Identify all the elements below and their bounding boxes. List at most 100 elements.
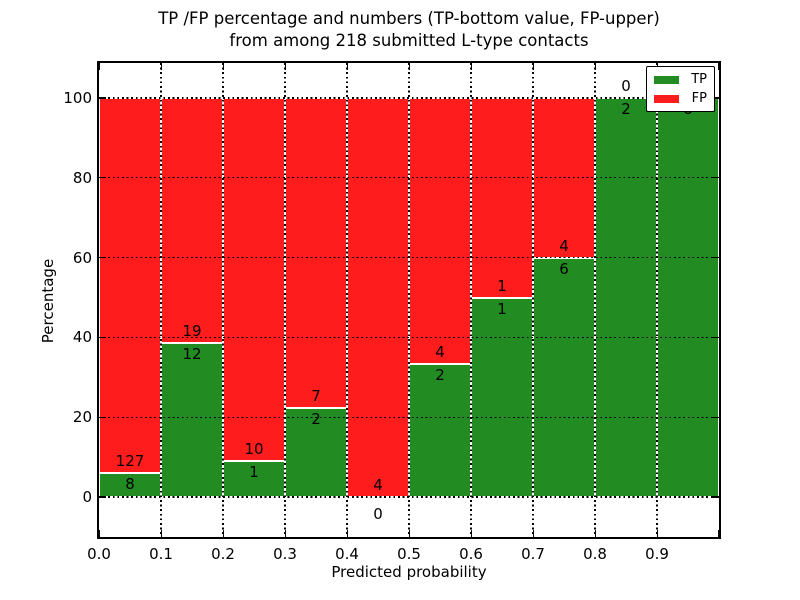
legend-label: TP — [691, 71, 707, 87]
x-tick-mark — [285, 530, 287, 537]
fp-count-label: 7 — [311, 387, 321, 406]
bar-tp-segment — [595, 98, 657, 497]
y-tick-mark — [712, 256, 719, 259]
fp-count-label: 4 — [559, 236, 569, 255]
y-tick-mark — [99, 336, 106, 339]
bar-tp-segment — [471, 297, 533, 497]
x-tick-mark — [347, 63, 349, 70]
gridline-vertical — [532, 63, 534, 537]
y-tick-label: 40 — [72, 328, 92, 347]
gridline-vertical — [222, 63, 224, 537]
fp-count-label: 10 — [244, 439, 264, 458]
x-tick-mark — [99, 63, 101, 70]
gridline-horizontal — [99, 336, 719, 339]
x-tick-mark — [285, 63, 287, 70]
y-tick-mark — [712, 177, 719, 179]
x-tick-mark — [347, 530, 349, 537]
x-tick-mark — [409, 63, 411, 70]
tp-count-label: 2 — [621, 100, 631, 118]
y-tick-mark — [99, 416, 106, 418]
y-tick-mark — [712, 336, 719, 339]
x-tick-mark — [595, 63, 597, 70]
x-tick-label: 0.1 — [149, 545, 173, 563]
fp-legend-swatch — [654, 94, 679, 103]
y-tick-label: 0 — [82, 488, 92, 506]
bar-fp-segment — [99, 98, 161, 474]
x-tick-mark — [99, 530, 101, 537]
tp-count-label: 12 — [182, 344, 202, 363]
gridline-vertical — [160, 63, 162, 537]
y-tick-label: 100 — [63, 89, 92, 107]
x-tick-label: 0.2 — [211, 545, 235, 563]
plot-inner: 12781912101724042114602080.00.10.20.30.4… — [63, 63, 719, 563]
fp-count-label: 4 — [435, 343, 445, 362]
y-tick-mark — [712, 416, 719, 418]
bar-fp-segment — [223, 98, 285, 461]
gridline-horizontal — [99, 496, 719, 498]
tp-count-label: 2 — [435, 366, 445, 385]
x-tick-mark — [533, 63, 535, 70]
x-tick-label: 0.8 — [583, 545, 607, 563]
legend-entry-tp: TP — [654, 71, 707, 87]
x-tick-mark — [471, 530, 473, 537]
gridline-vertical — [470, 63, 472, 537]
legend-entry-fp: FP — [654, 90, 707, 106]
x-tick-mark — [533, 530, 535, 537]
y-tick-mark — [99, 496, 106, 498]
x-tick-mark — [409, 530, 411, 537]
tp-legend-swatch — [654, 75, 679, 84]
y-tick-label: 60 — [72, 248, 92, 267]
gridline-vertical — [346, 63, 348, 537]
gridline-vertical — [656, 63, 658, 537]
x-tick-label: 0.9 — [645, 545, 669, 563]
y-tick-mark — [99, 177, 106, 179]
x-tick-mark — [161, 530, 163, 537]
bar-fp-segment — [471, 98, 533, 298]
tp-count-label: 6 — [559, 259, 569, 278]
x-tick-label: 0.0 — [87, 545, 111, 563]
x-tick-label: 0.7 — [521, 545, 545, 563]
fp-count-label: 127 — [115, 452, 145, 471]
chart-title-line1: TP /FP percentage and numbers (TP-bottom… — [158, 9, 660, 28]
y-tick-label: 80 — [72, 168, 92, 187]
gridline-horizontal — [99, 97, 719, 99]
fp-count-label: 0 — [621, 77, 631, 95]
gridline-horizontal — [99, 416, 719, 418]
y-tick-mark — [712, 496, 719, 498]
x-tick-label: 0.6 — [459, 545, 483, 563]
tp-count-label: 0 — [373, 505, 383, 523]
bar-fp-segment — [409, 98, 471, 365]
chart-title-line2: from among 218 submitted L-type contacts — [229, 31, 589, 50]
x-tick-mark — [223, 63, 225, 70]
fp-count-label: 4 — [373, 476, 383, 494]
gridline-vertical — [594, 63, 596, 537]
x-tick-mark — [595, 530, 597, 537]
y-tick-mark — [99, 256, 106, 259]
bar-fp-segment — [161, 98, 223, 343]
legend-label: FP — [691, 90, 707, 106]
y-axis-label: Percentage — [39, 258, 57, 344]
tp-count-label: 2 — [311, 410, 321, 429]
x-tick-label: 0.5 — [397, 545, 421, 563]
x-tick-mark — [471, 63, 473, 70]
bar-tp-segment — [285, 408, 347, 497]
x-axis-label: Predicted probability — [331, 563, 487, 581]
tp-count-label: 1 — [249, 462, 259, 481]
gridline-vertical — [408, 63, 410, 537]
tp-count-label: 8 — [125, 475, 135, 494]
x-tick-label: 0.3 — [273, 545, 297, 563]
x-tick-label: 0.4 — [335, 545, 359, 563]
x-tick-mark — [717, 530, 719, 537]
y-tick-mark — [99, 97, 106, 99]
x-tick-mark — [657, 530, 659, 537]
bar-tp-segment — [533, 257, 595, 497]
x-tick-mark — [717, 63, 719, 70]
bar-fp-segment — [285, 98, 347, 409]
y-tick-label: 20 — [72, 408, 92, 427]
x-tick-mark — [161, 63, 163, 70]
bar-tp-segment — [657, 98, 719, 497]
legend: TP FP — [646, 66, 715, 112]
gridline-vertical — [284, 63, 286, 537]
tp-count-label: 1 — [497, 299, 507, 318]
